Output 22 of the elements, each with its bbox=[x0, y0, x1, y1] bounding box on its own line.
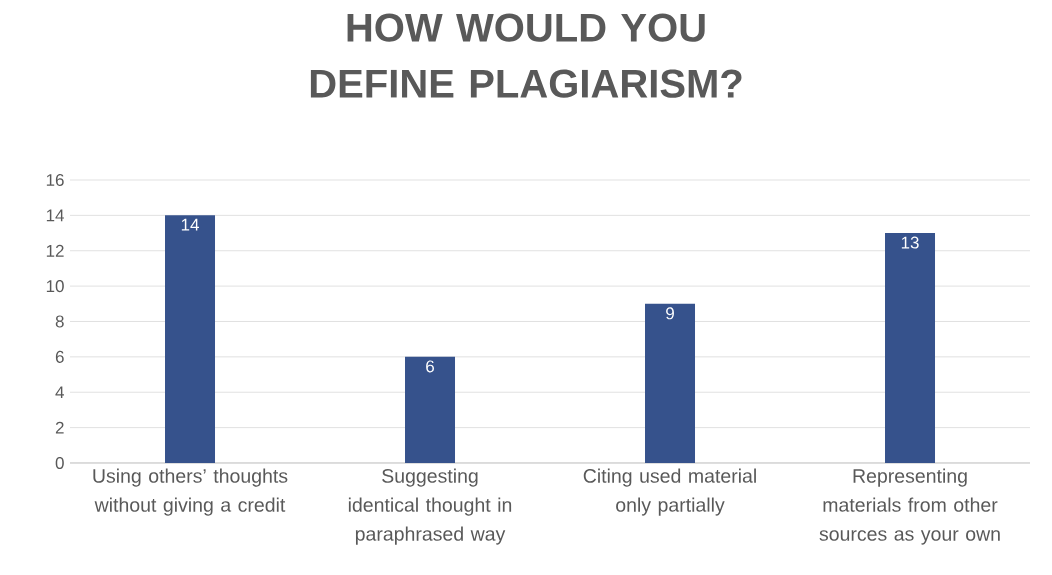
data-label: 14 bbox=[181, 218, 199, 231]
y-tick-label: 12 bbox=[46, 244, 64, 257]
data-label: 9 bbox=[666, 307, 674, 320]
y-tick-label: 2 bbox=[55, 421, 64, 434]
bar bbox=[405, 356, 456, 463]
x-tick-label: Representing materials from other sources as your own bbox=[819, 468, 1000, 545]
chart-title: HOW WOULD YOU DEFINE PLAGIARISM? bbox=[310, 13, 742, 98]
y-tick-label: 0 bbox=[55, 456, 64, 470]
y-tick-label: 16 bbox=[46, 173, 64, 187]
x-tick-label: Citing used material only partially bbox=[583, 468, 756, 516]
x-tick-label: Suggesting identical thought in paraphrased way bbox=[348, 468, 512, 545]
data-label: 6 bbox=[426, 360, 434, 373]
y-tick-label: 6 bbox=[55, 350, 64, 363]
bar bbox=[885, 233, 936, 463]
bar bbox=[645, 303, 696, 463]
x-tick-label: Using others’ thoughts without giving a credit bbox=[93, 468, 288, 516]
y-tick-label: 8 bbox=[55, 315, 64, 328]
data-label: 13 bbox=[901, 236, 919, 249]
y-tick-label: 14 bbox=[46, 209, 64, 222]
y-tick-label: 10 bbox=[46, 280, 64, 293]
y-tick-label: 4 bbox=[55, 386, 64, 399]
bar bbox=[165, 215, 216, 463]
